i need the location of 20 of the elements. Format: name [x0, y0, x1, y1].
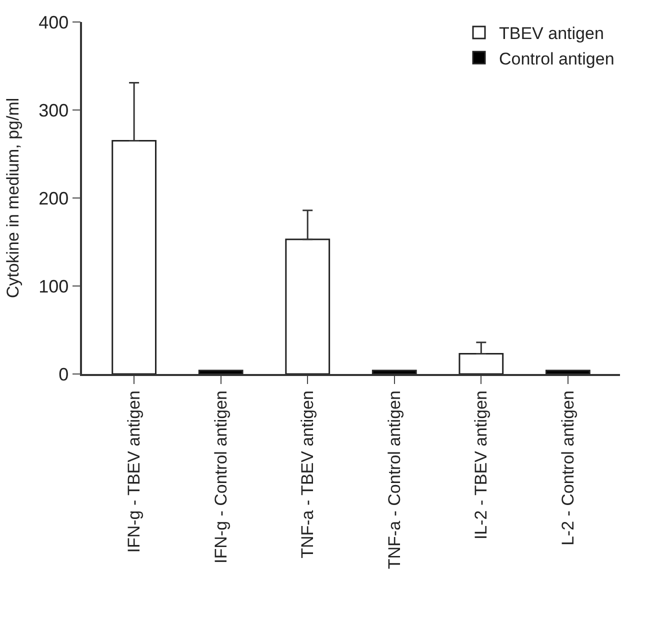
y-tick-label: 0 — [58, 364, 69, 384]
x-tick-label: TNF-a - TBEV antigen — [298, 390, 318, 558]
x-tick-label: IFN-g - Control antigen — [211, 390, 230, 564]
y-tick-label: 100 — [38, 276, 69, 296]
bar — [285, 238, 330, 374]
y-tick-label: 200 — [38, 188, 69, 208]
y-tick-label: 300 — [38, 100, 69, 120]
bar — [545, 370, 590, 374]
bar — [112, 140, 157, 374]
y-axis-title: Cytokine in medium, pg/ml — [4, 98, 23, 298]
x-tick-label: L-2 - Control antigen — [558, 390, 578, 546]
x-tick-label: IL-2 - TBEV antigen — [472, 390, 491, 540]
bar — [372, 370, 417, 374]
legend-label: Control antigen — [499, 49, 614, 68]
x-tick-label: IFN-g - TBEV antigen — [124, 390, 144, 553]
x-tick-label: TNF-a - Control antigen — [384, 390, 404, 570]
legend-label: TBEV antigen — [499, 24, 604, 44]
bar — [458, 353, 504, 374]
y-tick-label: 400 — [38, 12, 69, 32]
bar — [198, 370, 244, 374]
